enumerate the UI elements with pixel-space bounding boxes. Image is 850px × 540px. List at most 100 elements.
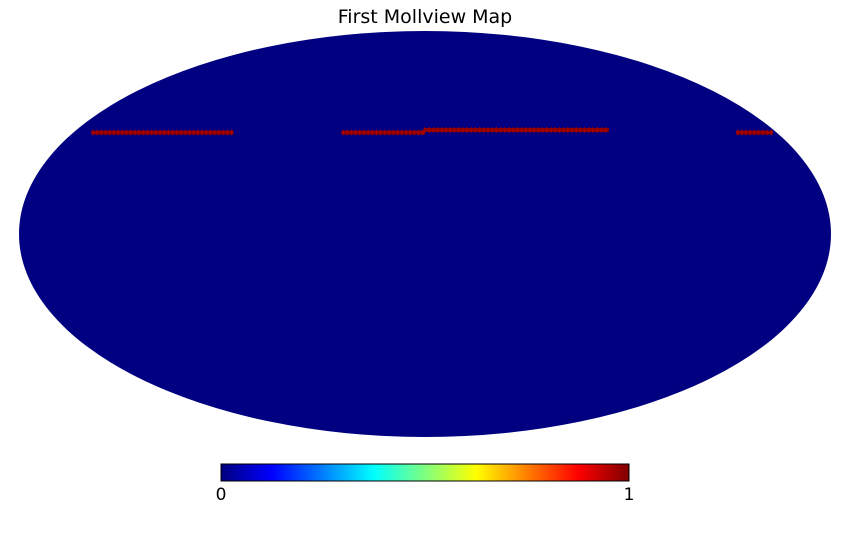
highlight-pixel bbox=[225, 129, 230, 136]
colorbar-min-label: 0 bbox=[216, 485, 227, 505]
highlight-pixel bbox=[195, 129, 200, 136]
highlight-pixel bbox=[111, 129, 116, 136]
highlight-pixel bbox=[590, 126, 596, 134]
highlight-pixel bbox=[756, 129, 761, 136]
highlight-pixel bbox=[464, 126, 470, 134]
highlight-pixel bbox=[595, 126, 600, 134]
highlight-pixel bbox=[349, 129, 354, 136]
highlight-pixel bbox=[422, 126, 428, 134]
highlight-pixel bbox=[399, 129, 404, 136]
highlight-pixel bbox=[574, 126, 579, 134]
highlight-layer bbox=[90, 126, 774, 136]
highlight-pixel bbox=[366, 129, 371, 136]
highlight-pixel bbox=[149, 129, 154, 136]
highlight-pixel bbox=[145, 129, 150, 136]
highlight-pixel bbox=[456, 126, 461, 134]
highlight-pixel bbox=[427, 126, 432, 134]
highlight-pixel bbox=[340, 129, 346, 136]
highlight-pixel bbox=[345, 129, 350, 136]
highlight-pixel bbox=[506, 126, 512, 134]
highlight-pixel bbox=[760, 129, 765, 136]
highlight-pixel bbox=[435, 126, 440, 134]
highlight-pixel bbox=[199, 129, 205, 136]
highlight-pixel bbox=[582, 126, 587, 134]
highlight-pixel bbox=[460, 126, 465, 134]
highlight-pixel bbox=[519, 126, 524, 134]
highlight-pixel bbox=[452, 126, 457, 134]
highlight-pixel bbox=[469, 126, 474, 134]
highlight-pixel bbox=[743, 129, 749, 136]
highlight-pixel bbox=[748, 129, 753, 136]
colorbar-max-label: 1 bbox=[624, 485, 635, 505]
highlight-pixel bbox=[443, 126, 449, 134]
highlight-pixel bbox=[353, 129, 358, 136]
highlight-pixel bbox=[170, 129, 175, 136]
highlight-pixel bbox=[412, 129, 417, 136]
highlight-pixel bbox=[578, 126, 583, 134]
highlight-pixel bbox=[157, 129, 163, 136]
highlight-pixel bbox=[120, 129, 125, 136]
highlight-pixel bbox=[141, 129, 146, 136]
highlight-pixel bbox=[216, 129, 221, 136]
highlight-pixel bbox=[395, 129, 400, 136]
highlight-pixel bbox=[212, 129, 217, 136]
highlight-pixel bbox=[739, 129, 744, 136]
highlight-pixel bbox=[448, 126, 453, 134]
highlight-pixel bbox=[511, 126, 516, 134]
highlight-pixel bbox=[107, 129, 112, 136]
highlight-pixel bbox=[416, 129, 421, 136]
highlight-pixel bbox=[382, 129, 388, 136]
highlight-pixel bbox=[124, 129, 129, 136]
highlight-pixel bbox=[153, 129, 158, 136]
highlight-pixel bbox=[166, 129, 171, 136]
highlight-pixel bbox=[178, 129, 184, 136]
highlight-pixel bbox=[769, 129, 774, 136]
highlight-pixel bbox=[502, 126, 507, 134]
highlight-pixel bbox=[229, 129, 234, 136]
highlight-pixel bbox=[540, 126, 545, 134]
highlight-pixel bbox=[548, 126, 554, 134]
highlight-pixel bbox=[735, 129, 740, 136]
highlight-pixel bbox=[764, 129, 770, 136]
highlight-pixel bbox=[557, 126, 562, 134]
highlight-pixel bbox=[187, 129, 192, 136]
highlight-pixel bbox=[191, 129, 196, 136]
highlight-segment bbox=[735, 129, 774, 136]
highlight-pixel bbox=[532, 126, 537, 134]
highlight-pixel bbox=[485, 126, 491, 134]
highlight-pixel bbox=[204, 129, 209, 136]
highlight-pixel bbox=[599, 126, 604, 134]
highlight-pixel bbox=[391, 129, 396, 136]
highlight-segment bbox=[422, 126, 610, 134]
highlight-pixel bbox=[431, 126, 436, 134]
mollweide-map-background bbox=[19, 31, 831, 437]
highlight-pixel bbox=[565, 126, 570, 134]
highlight-pixel bbox=[387, 129, 392, 136]
highlight-pixel bbox=[523, 126, 528, 134]
highlight-pixel bbox=[553, 126, 558, 134]
highlight-pixel bbox=[586, 126, 591, 134]
highlight-pixel bbox=[136, 129, 142, 136]
highlight-pixel bbox=[498, 126, 503, 134]
highlight-pixel bbox=[473, 126, 478, 134]
highlight-pixel bbox=[515, 126, 520, 134]
highlight-pixel bbox=[162, 129, 167, 136]
highlight-pixel bbox=[561, 126, 566, 134]
highlight-pixel bbox=[90, 129, 95, 136]
highlight-pixel bbox=[378, 129, 383, 136]
highlight-pixel bbox=[752, 129, 757, 136]
highlight-pixel bbox=[490, 126, 495, 134]
highlight-pixel bbox=[420, 129, 425, 136]
highlight-pixel bbox=[477, 126, 482, 134]
highlight-pixel bbox=[128, 129, 133, 136]
highlight-pixel bbox=[481, 126, 486, 134]
highlight-pixel bbox=[99, 129, 104, 136]
highlight-segment bbox=[90, 129, 234, 136]
highlight-pixel bbox=[544, 126, 549, 134]
highlight-pixel bbox=[439, 126, 444, 134]
highlight-pixel bbox=[220, 129, 226, 136]
highlight-pixel bbox=[361, 129, 367, 136]
highlight-pixel bbox=[208, 129, 213, 136]
highlight-pixel bbox=[115, 129, 121, 136]
